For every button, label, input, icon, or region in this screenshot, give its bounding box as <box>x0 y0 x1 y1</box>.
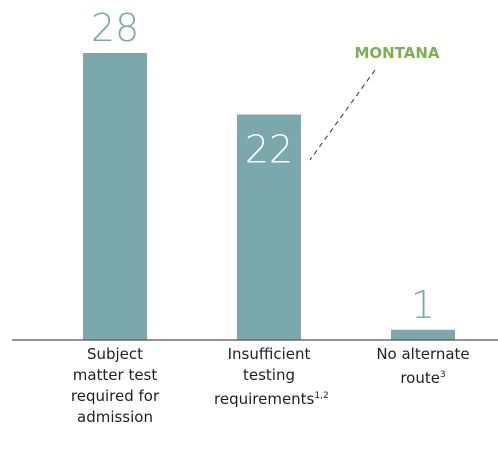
value-label: 28 <box>91 6 139 50</box>
footnote: 3 <box>439 370 446 380</box>
bar <box>83 53 147 340</box>
footnote: 1,2 <box>314 391 329 401</box>
category-text: No alternate route <box>376 345 470 387</box>
category-text: Insufficient testing requirements <box>214 345 315 408</box>
category-label: Insufficient testing requirements1,2 <box>214 344 329 410</box>
category-label: Subject matter test required for admissi… <box>60 344 170 428</box>
annotation-leader <box>309 69 376 161</box>
value-label: 22 <box>245 128 293 172</box>
category-text: Subject matter test required for admissi… <box>70 345 160 426</box>
bar <box>237 114 301 340</box>
bar <box>391 329 455 340</box>
category-label: No alternate route3 <box>368 344 478 389</box>
annotation: MONTANA <box>354 44 439 62</box>
value-label: 1 <box>411 283 435 327</box>
